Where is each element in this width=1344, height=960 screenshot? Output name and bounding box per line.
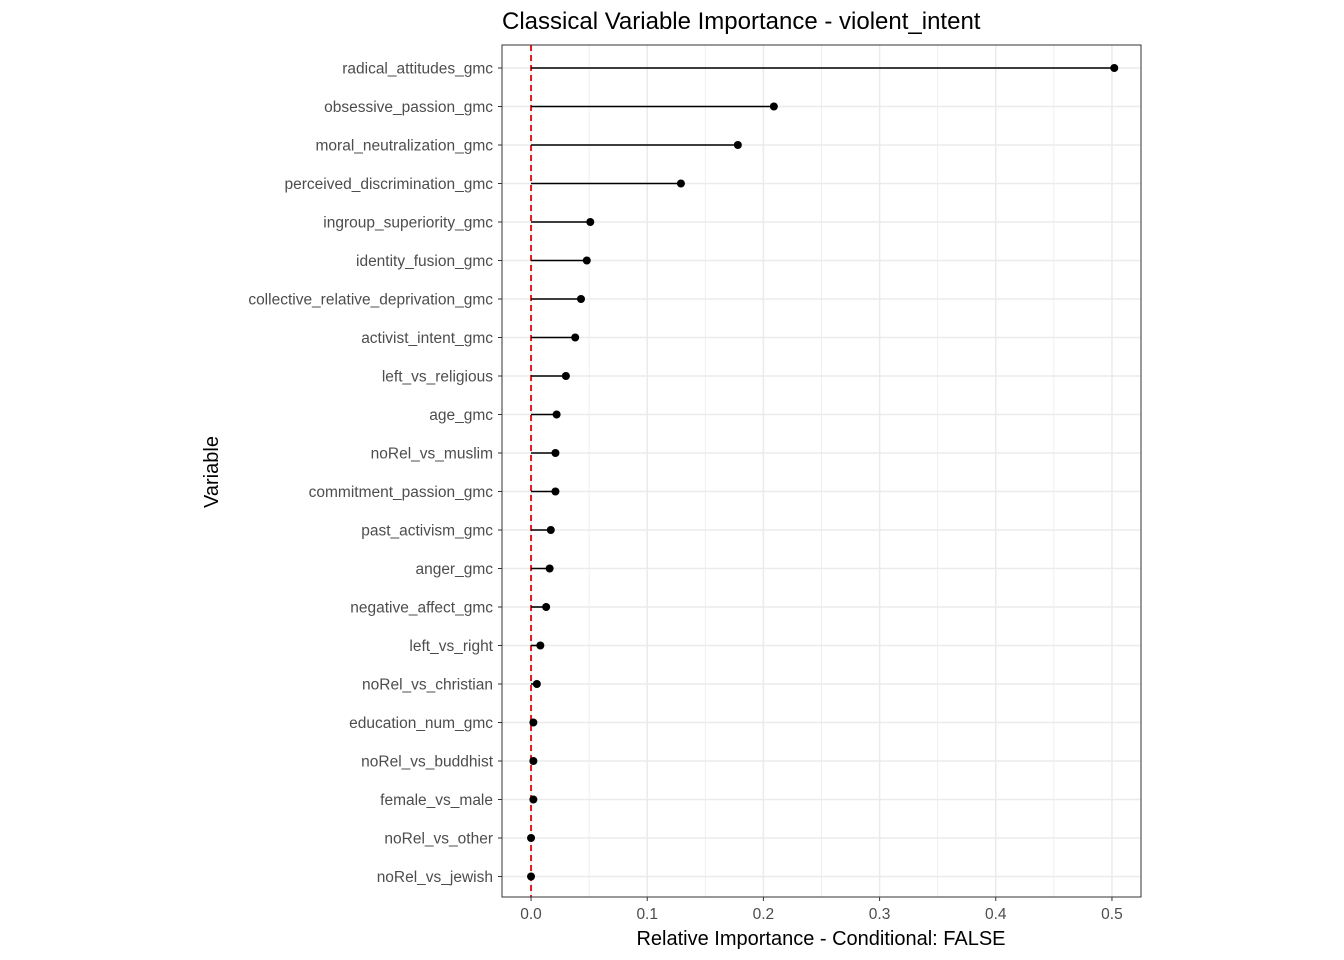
lollipop-point <box>552 410 561 419</box>
y-tick-label: radical_attitudes_gmc <box>342 61 493 78</box>
lollipop-point <box>571 333 580 342</box>
y-tick-label: education_num_gmc <box>349 715 493 732</box>
y-tick-label: female_vs_male <box>380 792 493 809</box>
grid-lines <box>502 45 1141 897</box>
y-tick-label: commitment_passion_gmc <box>309 484 494 501</box>
lollipop-point <box>545 564 554 573</box>
lollipop-point <box>551 487 560 496</box>
chart-title: Classical Variable Importance - violent_… <box>502 8 981 35</box>
y-tick-label: obsessive_passion_gmc <box>324 99 493 116</box>
y-tick-label: anger_gmc <box>415 561 493 578</box>
panel-border <box>501 44 1142 898</box>
lollipop-point <box>529 757 538 765</box>
y-tick-label: left_vs_right <box>409 638 493 655</box>
x-axis-title: Relative Importance - Conditional: FALSE <box>636 928 1005 950</box>
x-tick-label: 0.1 <box>636 906 658 923</box>
y-tick-label: identity_fusion_gmc <box>356 253 493 270</box>
y-tick-label: moral_neutralization_gmc <box>316 138 494 155</box>
lollipop-point <box>536 641 545 650</box>
lollipop-point <box>532 680 541 688</box>
y-tick-label: noRel_vs_jewish <box>377 869 493 886</box>
x-tick-label: 0.3 <box>869 906 891 923</box>
y-tick-label: past_activism_gmc <box>361 523 493 540</box>
x-axis-ticks: 0.0 0.1 0.2 0.3 0.4 0.5 <box>520 897 1123 923</box>
y-tick-label: noRel_vs_buddhist <box>361 754 494 771</box>
y-tick-label: noRel_vs_muslim <box>371 446 493 463</box>
y-tick-label: negative_affect_gmc <box>350 600 493 617</box>
y-axis-ticks: radical_attitudes_gmc obsessive_passion_g… <box>248 61 502 886</box>
lollipop-point <box>769 102 778 111</box>
x-tick-label: 0.2 <box>753 906 775 923</box>
lollipop-point <box>529 718 538 727</box>
x-tick-label: 0.5 <box>1101 906 1123 923</box>
lollipop-point <box>733 141 742 149</box>
x-tick-label: 0.0 <box>520 906 542 923</box>
y-tick-label: noRel_vs_other <box>384 831 493 848</box>
lollipop-point <box>577 295 586 303</box>
lollipop-point <box>542 603 551 611</box>
lollipop-point <box>529 795 538 804</box>
y-tick-label: activist_intent_gmc <box>361 330 493 347</box>
lollipop-point <box>586 218 595 226</box>
lollipop-point <box>582 256 591 265</box>
lollipop-point <box>551 449 560 457</box>
y-tick-label: collective_relative_deprivation_gmc <box>248 292 493 309</box>
lollipop-point <box>546 526 555 534</box>
lollipop-point <box>527 834 536 842</box>
y-tick-label: perceived_discrimination_gmc <box>285 176 494 193</box>
y-axis-title: Variable <box>201 436 223 508</box>
y-tick-label: left_vs_religious <box>382 369 493 386</box>
lollipop-point <box>561 372 570 380</box>
y-tick-label: age_gmc <box>429 407 493 424</box>
lollipop-point <box>527 872 536 881</box>
lollipop-marks <box>527 64 1119 881</box>
lollipop-point <box>676 179 685 188</box>
y-tick-label: ingroup_superiority_gmc <box>323 215 493 232</box>
x-tick-label: 0.4 <box>985 906 1007 923</box>
lollipop-point <box>1110 64 1119 72</box>
y-tick-label: noRel_vs_christian <box>362 677 493 694</box>
